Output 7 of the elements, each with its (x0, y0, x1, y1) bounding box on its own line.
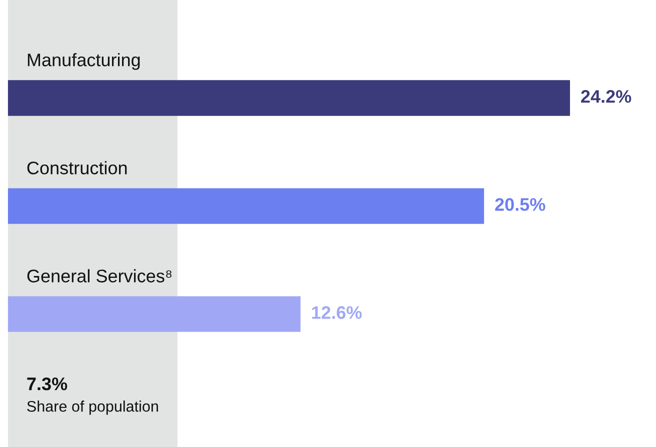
band-label: 7.3% Share of population (27, 377, 158, 415)
data-label: 24.2% (581, 90, 632, 103)
data-label: 12.6% (312, 306, 362, 319)
y-tick-label: Construction (27, 161, 127, 174)
y-tick-label: Manufacturing (28, 53, 140, 70)
y-tick-label: General Services⁸ (27, 269, 172, 282)
data-label: 20.5% (495, 198, 546, 211)
